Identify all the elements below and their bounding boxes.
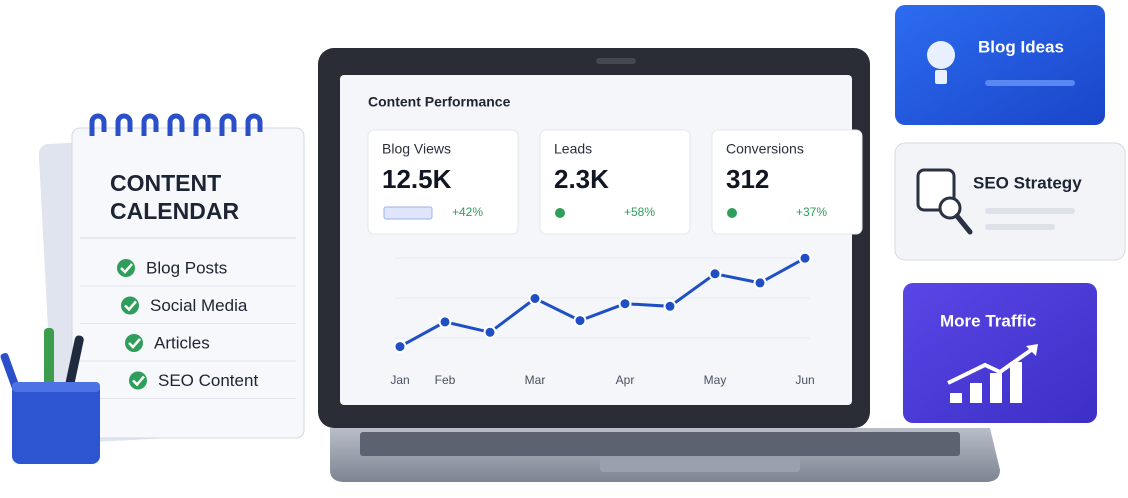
point xyxy=(528,292,542,305)
card-blog-ideas: Blog Ideas xyxy=(895,5,1105,125)
check-mark xyxy=(128,338,141,349)
check-icon xyxy=(117,259,135,277)
point xyxy=(798,251,812,265)
pencil-cup xyxy=(0,328,100,464)
card-title: SEO Strategy xyxy=(973,173,1082,192)
check-mark xyxy=(120,263,133,274)
check-icon xyxy=(125,334,143,352)
calendar-title: CALENDAR xyxy=(110,198,239,224)
point xyxy=(393,340,407,354)
point xyxy=(573,314,587,328)
calendar-item: Social Media xyxy=(150,296,248,315)
card-title: More Traffic xyxy=(940,311,1036,330)
x-tick-label: May xyxy=(704,373,727,387)
card-title: Blog Ideas xyxy=(978,37,1064,56)
point xyxy=(753,276,767,290)
trackpad xyxy=(600,458,800,472)
metric-card xyxy=(711,129,863,235)
metric-change: +37% xyxy=(796,205,827,219)
metric-label: Leads xyxy=(554,141,592,157)
x-tick-label: Jan xyxy=(390,373,409,387)
card-seo-strategy: SEO Strategy xyxy=(894,142,1126,261)
check-mark xyxy=(132,375,145,387)
laptop-screen xyxy=(340,75,852,405)
x-tick-label: Feb xyxy=(435,373,456,387)
line-chart: Jan Feb Mar Apr May Jun xyxy=(390,251,815,387)
point xyxy=(618,297,632,311)
metric-change: +42% xyxy=(452,205,483,219)
metric-card xyxy=(539,129,691,235)
metric-label: Conversions xyxy=(726,141,804,157)
x-tick-label: Jun xyxy=(795,373,814,387)
metric-change: +58% xyxy=(624,205,655,219)
calendar-title: CONTENT xyxy=(110,170,221,196)
trend-icon xyxy=(555,208,565,218)
sparkline xyxy=(383,206,433,220)
trend-icon xyxy=(727,208,737,218)
metric-label: Blog Views xyxy=(382,141,451,157)
line xyxy=(399,256,806,348)
keyboard xyxy=(360,432,960,456)
check-icon xyxy=(121,296,139,315)
point xyxy=(438,315,452,329)
check-mark xyxy=(124,300,137,312)
dashboard-title: Content Performance xyxy=(368,94,511,110)
x-tick-label: Apr xyxy=(616,373,635,387)
check-icon xyxy=(129,371,147,390)
calendar-item: Blog Posts xyxy=(146,258,227,277)
calendar-list: Blog Posts Social Media Articles SEO Conten… xyxy=(80,258,296,399)
card-more-traffic: More Traffic xyxy=(903,283,1097,423)
calendar: CONTENT CALENDAR Blog Posts Social Media A… xyxy=(38,113,305,444)
metric-value: 2.3K xyxy=(554,164,609,194)
point xyxy=(483,325,497,339)
point xyxy=(663,299,677,313)
calendar-item: SEO Content xyxy=(158,371,258,390)
calendar-item: Articles xyxy=(154,333,210,352)
x-tick-label: Mar xyxy=(525,373,546,387)
metric-value: 12.5K xyxy=(382,164,452,194)
metric-cards: Blog Views 12.5K+42% Leads 2.3K +58% Conversi… xyxy=(367,129,863,235)
point xyxy=(708,267,722,281)
laptop: Content Performance Blog Views 12.5K+42% L… xyxy=(318,48,1000,482)
calendar-rings xyxy=(89,113,263,136)
metric-value: 312 xyxy=(726,164,769,194)
